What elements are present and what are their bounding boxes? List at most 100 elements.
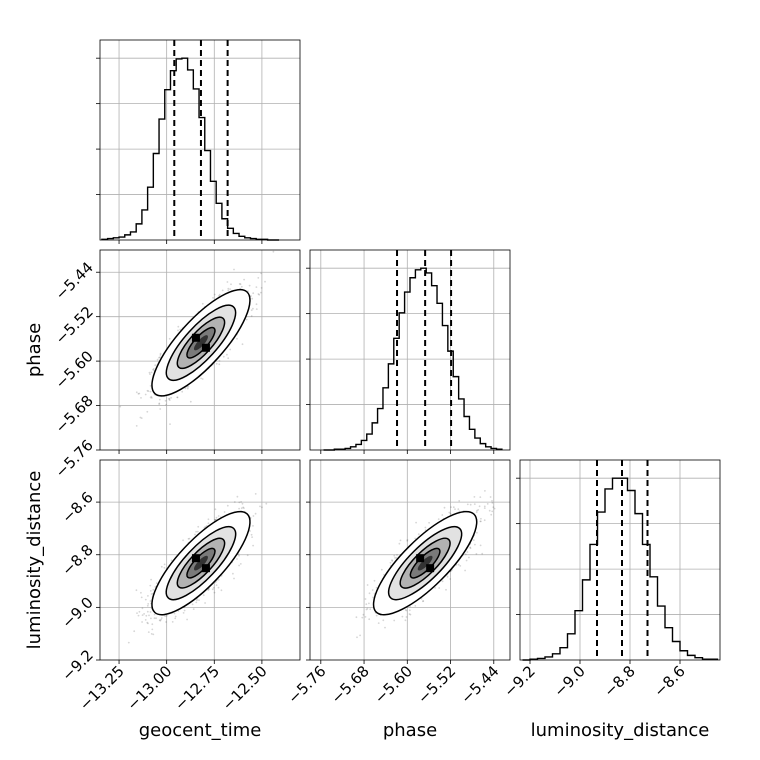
- scatter-point: [151, 397, 153, 399]
- scatter-point: [188, 537, 191, 540]
- x-tick-label: −9.0: [550, 662, 588, 700]
- histogram-step: [323, 267, 503, 451]
- scatter-point: [149, 385, 152, 387]
- scatter-point: [207, 518, 210, 521]
- scatter-point: [150, 633, 153, 635]
- scatter-point: [215, 362, 218, 365]
- scatter-point: [238, 554, 240, 557]
- scatter-point: [255, 303, 258, 306]
- scatter-point: [218, 295, 220, 297]
- scatter-point: [138, 610, 141, 613]
- scatter-point: [227, 357, 230, 360]
- scatter-point: [153, 617, 156, 620]
- histogram-step: [101, 57, 280, 241]
- scatter-point: [149, 373, 151, 375]
- scatter-point: [217, 515, 220, 517]
- scatter-point: [195, 601, 198, 604]
- density-peak: [201, 343, 210, 352]
- scatter-point: [222, 355, 225, 358]
- scatter-point: [158, 402, 161, 405]
- scatter-point: [137, 392, 140, 395]
- scatter-point: [159, 354, 162, 356]
- scatter-point: [138, 392, 141, 395]
- histogram-luminosity_distance: −9.2 −9.0 −8.8 −8.6: [500, 459, 721, 701]
- scatter-point: [214, 508, 217, 511]
- scatter-point: [177, 325, 180, 328]
- scatter-point: [227, 289, 230, 292]
- scatter-point: [251, 297, 254, 300]
- scatter-point: [149, 590, 152, 592]
- scatter-geocent_time-vs-phase: −5.76−5.68−5.60−5.52−5.44: [52, 249, 301, 481]
- scatter-point: [213, 591, 216, 594]
- scatter-point: [140, 591, 142, 594]
- scatter-point: [260, 291, 262, 294]
- scatter-point: [146, 610, 149, 613]
- scatter-point: [227, 287, 230, 290]
- scatter-point: [140, 397, 142, 399]
- scatter-point: [252, 307, 254, 310]
- scatter-point: [204, 602, 207, 604]
- scatter-point: [163, 563, 166, 566]
- scatter-point: [202, 594, 205, 597]
- scatter-point: [239, 283, 242, 286]
- scatter-point: [119, 405, 122, 408]
- scatter-point: [201, 302, 204, 305]
- scatter-point: [236, 337, 238, 340]
- scatter-point: [148, 614, 150, 617]
- scatter-point: [233, 501, 236, 503]
- scatter-point: [150, 371, 153, 374]
- scatter-point: [212, 586, 215, 589]
- density-contour: [193, 335, 208, 351]
- scatter-geocent_time-vs-luminosity_distance: −13.25−13.00−12.75−12.50−9.2−9.0−8.8−8.6: [58, 459, 301, 714]
- scatter-point: [151, 623, 154, 626]
- scatter-point: [215, 584, 218, 586]
- scatter-point: [257, 293, 260, 295]
- scatter-point: [260, 287, 263, 289]
- scatter-point: [252, 525, 254, 527]
- scatter-point: [165, 621, 168, 623]
- scatter-point: [168, 398, 170, 400]
- scatter-point: [168, 399, 171, 401]
- scatter-point: [181, 390, 184, 393]
- scatter-point: [156, 358, 159, 361]
- scatter-point: [251, 536, 254, 538]
- scatter-point: [147, 603, 150, 605]
- scatter-point: [204, 525, 207, 528]
- scatter-point: [261, 506, 263, 509]
- scatter-point: [135, 391, 138, 394]
- scatter-point: [135, 425, 138, 427]
- scatter-point: [232, 572, 234, 575]
- y-tick-label: −5.52: [52, 303, 97, 348]
- scatter-point: [201, 378, 204, 380]
- scatter-point: [207, 589, 210, 591]
- scatter-point: [238, 283, 241, 285]
- scatter-point: [272, 250, 275, 253]
- scatter-point: [155, 617, 158, 620]
- scatter-point: [141, 621, 144, 623]
- scatter-point: [147, 390, 150, 392]
- scatter-point: [207, 522, 210, 525]
- scatter-point: [241, 343, 244, 346]
- scatter-point: [159, 352, 162, 355]
- scatter-point: [249, 530, 251, 532]
- scatter-point: [265, 502, 268, 505]
- scatter-point: [168, 397, 171, 400]
- scatter-point: [248, 284, 251, 287]
- scatter-point: [187, 538, 190, 540]
- scatter-point: [238, 507, 241, 510]
- scatter-point: [158, 356, 160, 359]
- scatter-point: [149, 584, 152, 587]
- panel-border: [309, 249, 511, 451]
- scatter-point: [218, 363, 221, 366]
- scatter-point: [165, 403, 168, 406]
- scatter-point: [214, 518, 216, 521]
- scatter-point: [259, 505, 261, 508]
- scatter-point: [141, 607, 144, 610]
- scatter-point: [176, 396, 179, 399]
- scatter-point: [250, 309, 253, 312]
- scatter-point: [152, 368, 154, 371]
- scatter-point: [152, 633, 155, 636]
- scatter-point: [150, 617, 152, 620]
- scatter-point: [158, 403, 161, 405]
- scatter-point: [150, 395, 153, 398]
